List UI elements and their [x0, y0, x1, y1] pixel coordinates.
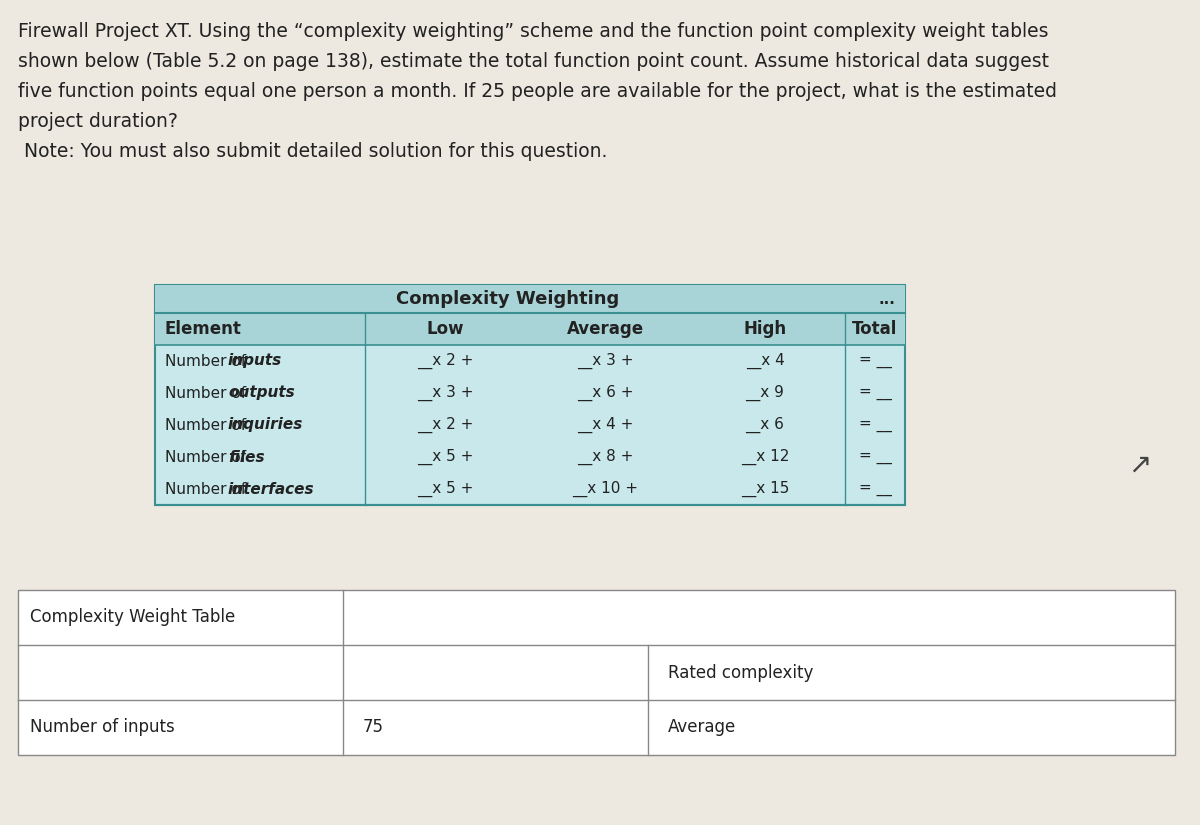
- Text: five function points equal one person a month. If 25 people are available for th: five function points equal one person a …: [18, 82, 1057, 101]
- Text: __x 4: __x 4: [745, 353, 785, 369]
- Text: Note: You must also submit detailed solution for this question.: Note: You must also submit detailed solu…: [18, 142, 607, 161]
- Text: Complexity Weighting: Complexity Weighting: [396, 290, 619, 308]
- Text: inputs: inputs: [228, 353, 282, 369]
- Text: = __: = __: [858, 385, 892, 400]
- Text: __x 9: __x 9: [745, 385, 785, 401]
- Text: outputs: outputs: [228, 385, 295, 400]
- Text: Rated complexity: Rated complexity: [668, 663, 814, 681]
- Text: = __: = __: [858, 353, 892, 369]
- Text: __x 4 +: __x 4 +: [577, 417, 634, 433]
- Bar: [155, 285, 905, 505]
- Text: ↗: ↗: [1128, 451, 1152, 479]
- Text: __x 5 +: __x 5 +: [416, 481, 473, 497]
- Text: Number of inputs: Number of inputs: [30, 719, 175, 737]
- Text: files: files: [228, 450, 265, 464]
- Text: __x 3 +: __x 3 +: [416, 385, 473, 401]
- Bar: [155, 313, 905, 345]
- Text: Total: Total: [852, 320, 898, 338]
- Text: __x 2 +: __x 2 +: [416, 417, 473, 433]
- Text: Complexity Weight Table: Complexity Weight Table: [30, 609, 235, 626]
- Text: __x 3 +: __x 3 +: [577, 353, 634, 369]
- Text: ...: ...: [878, 291, 895, 307]
- Text: Average: Average: [566, 320, 643, 338]
- Text: High: High: [744, 320, 786, 338]
- Bar: [155, 285, 905, 313]
- Text: = __: = __: [858, 482, 892, 497]
- Text: __x 8 +: __x 8 +: [577, 449, 634, 465]
- Text: Number of: Number of: [166, 353, 251, 369]
- Text: 75: 75: [364, 719, 384, 737]
- Text: Number of: Number of: [166, 385, 251, 400]
- Text: Number of: Number of: [166, 417, 251, 432]
- Text: project duration?: project duration?: [18, 112, 178, 131]
- Text: = __: = __: [858, 417, 892, 432]
- Text: Low: Low: [426, 320, 463, 338]
- Text: __x 2 +: __x 2 +: [416, 353, 473, 369]
- Text: __x 10 +: __x 10 +: [572, 481, 638, 497]
- Text: Firewall Project XT. Using the “complexity weighting” scheme and the function po: Firewall Project XT. Using the “complexi…: [18, 22, 1049, 41]
- Bar: [18, 590, 1175, 755]
- Text: interfaces: interfaces: [228, 482, 314, 497]
- Text: inquiries: inquiries: [228, 417, 304, 432]
- Text: Element: Element: [166, 320, 242, 338]
- Text: Number of: Number of: [166, 450, 251, 464]
- Text: = __: = __: [858, 450, 892, 464]
- Text: __x 12: __x 12: [740, 449, 790, 465]
- Text: shown below (Table 5.2 on page 138), estimate the total function point count. As: shown below (Table 5.2 on page 138), est…: [18, 52, 1049, 71]
- Text: __x 6 +: __x 6 +: [577, 385, 634, 401]
- Text: Average: Average: [668, 719, 737, 737]
- Text: __x 6: __x 6: [745, 417, 785, 433]
- Text: Number of: Number of: [166, 482, 251, 497]
- Text: __x 15: __x 15: [740, 481, 790, 497]
- Text: __x 5 +: __x 5 +: [416, 449, 473, 465]
